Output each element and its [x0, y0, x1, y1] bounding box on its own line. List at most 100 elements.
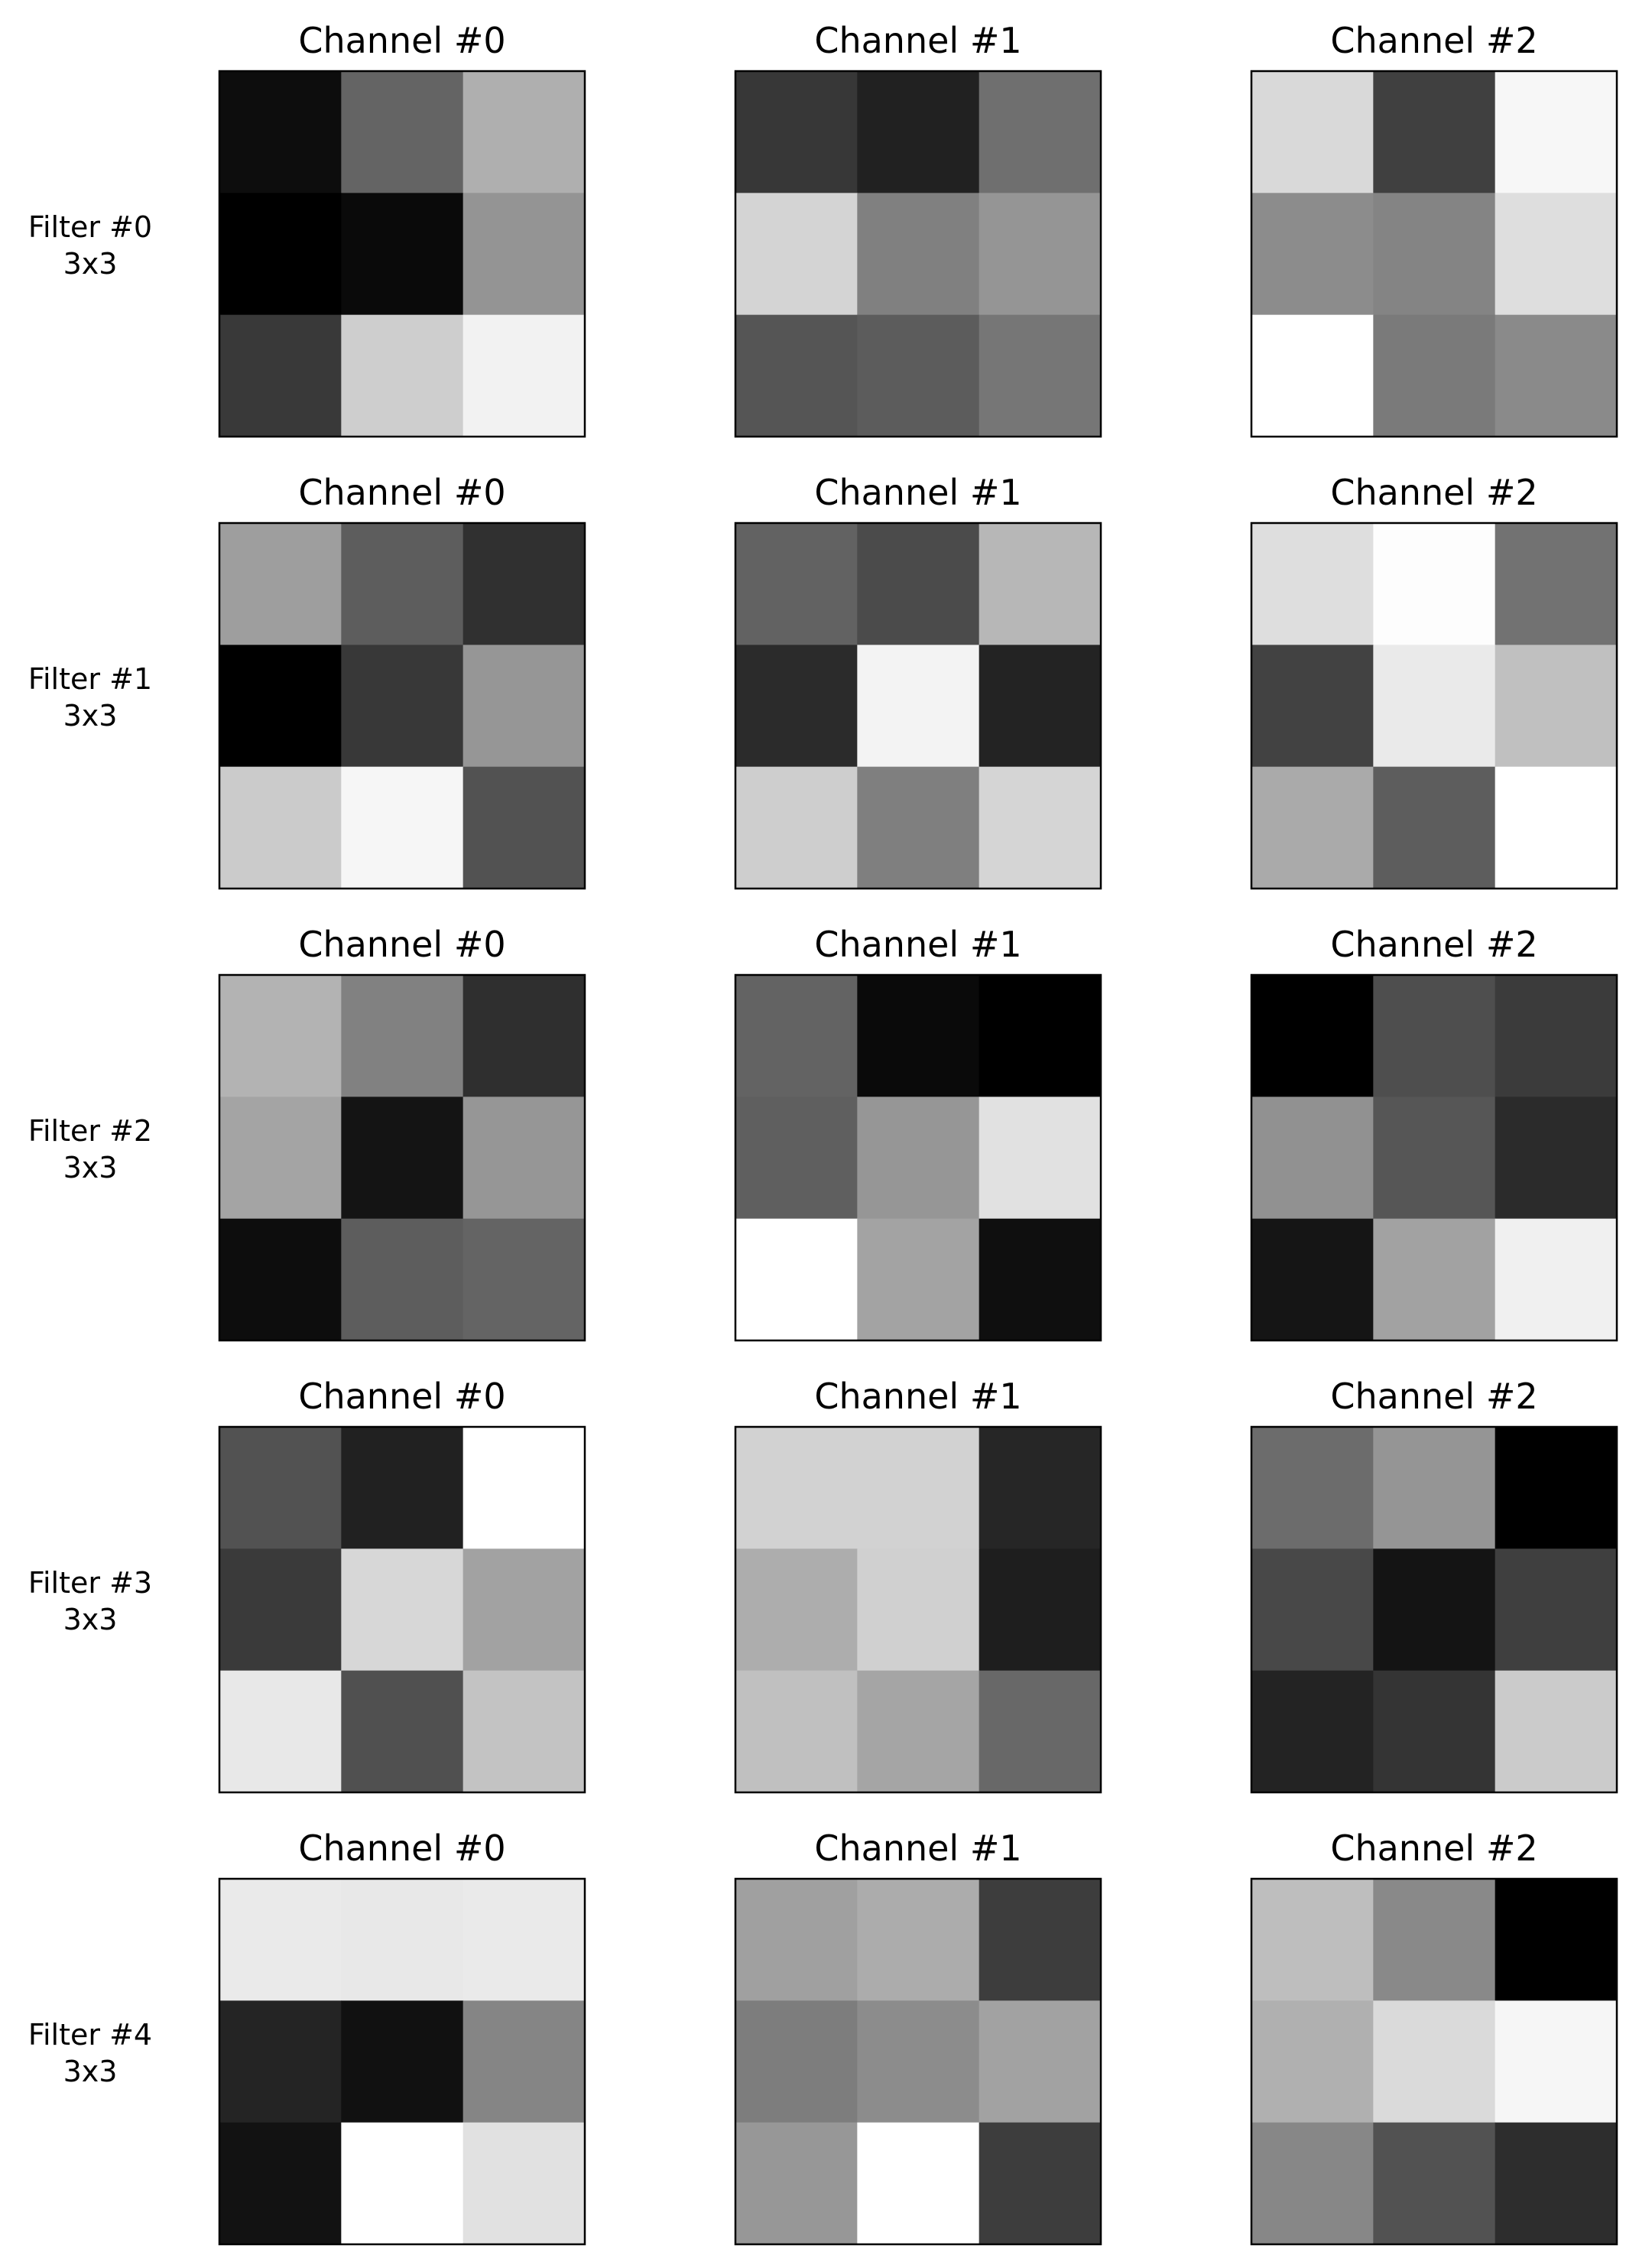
- heatmap-cell: [462, 523, 586, 645]
- heatmap-cell: [735, 975, 858, 1097]
- heatmap-cell: [735, 1670, 858, 1793]
- heatmap-cell: [1373, 766, 1496, 889]
- channel-title: Channel #1: [814, 1376, 1021, 1417]
- channel-title: Channel #2: [1330, 1376, 1537, 1417]
- heatmap-cell: [979, 1670, 1102, 1793]
- heatmap-cell: [979, 1427, 1102, 1549]
- heatmap-cell: [979, 1879, 1102, 2001]
- heatmap-cell: [979, 523, 1102, 645]
- heatmap-cell: [462, 2000, 586, 2123]
- heatmap-cell: [462, 2122, 586, 2245]
- heatmap-cell: [1495, 645, 1618, 768]
- panel-frame: [218, 1877, 586, 2246]
- heatmap-cell: [1373, 645, 1496, 768]
- heatmap-cell: [979, 975, 1102, 1097]
- heatmap-cell: [1495, 975, 1618, 1097]
- heatmap-cell: [1495, 1427, 1618, 1549]
- channel-title: Channel #2: [1330, 472, 1537, 513]
- heatmap-cell: [1495, 2000, 1618, 2123]
- heatmap-cell: [341, 1879, 464, 2001]
- heatmap-cell: [1251, 523, 1374, 645]
- heatmap-cell: [1373, 975, 1496, 1097]
- panel-frame: [1250, 70, 1618, 438]
- heatmap-cell: [1251, 314, 1374, 437]
- heatmap-cell: [462, 1427, 586, 1549]
- heatmap-cell: [979, 1548, 1102, 1672]
- heatmap-cell: [857, 2000, 980, 2123]
- heatmap-cell: [979, 314, 1102, 437]
- heatmap-cell: [1251, 71, 1374, 193]
- heatmap-cell: [1251, 645, 1374, 768]
- heatmap-cell: [341, 645, 464, 768]
- panel-frame: [734, 70, 1102, 438]
- heatmap-cell: [1373, 71, 1496, 193]
- heatmap-cell: [219, 1427, 342, 1549]
- heatmap-cell: [735, 1427, 858, 1549]
- heatmap-cell: [735, 2000, 858, 2123]
- filter-label: Filter #3: [28, 1566, 152, 1600]
- heatmap-cell: [219, 523, 342, 645]
- heatmap-cell: [462, 1548, 586, 1672]
- channel-title: Channel #2: [1330, 924, 1537, 965]
- heatmap-cell: [735, 1879, 858, 2001]
- filter-label: Filter #1: [28, 662, 152, 696]
- heatmap-cell: [219, 193, 342, 316]
- heatmap-cell: [1495, 314, 1618, 437]
- panel-frame: [734, 973, 1102, 1342]
- heatmap-cell: [735, 314, 858, 437]
- heatmap-cell: [219, 314, 342, 437]
- heatmap-cell: [735, 2122, 858, 2245]
- heatmap-cell: [462, 314, 586, 437]
- heatmap-cell: [219, 1097, 342, 1220]
- heatmap-cell: [219, 1548, 342, 1672]
- heatmap-cell: [979, 2122, 1102, 2245]
- heatmap-cell: [1495, 766, 1618, 889]
- filter-label: Filter #0: [28, 210, 152, 244]
- panel-frame: [218, 973, 586, 1342]
- heatmap-cell: [1373, 1879, 1496, 2001]
- heatmap-cell: [1495, 1670, 1618, 1793]
- heatmap-cell: [1373, 1097, 1496, 1220]
- heatmap-cell: [1251, 1218, 1374, 1341]
- heatmap-cell: [219, 1670, 342, 1793]
- filter-size-label: 3x3: [63, 2055, 118, 2088]
- heatmap-cell: [341, 314, 464, 437]
- channel-title: Channel #2: [1330, 1828, 1537, 1869]
- heatmap-cell: [341, 2000, 464, 2123]
- heatmap-cell: [857, 766, 980, 889]
- heatmap-cell: [1251, 766, 1374, 889]
- heatmap-cell: [1251, 1097, 1374, 1220]
- heatmap-cell: [857, 1548, 980, 1672]
- heatmap-cell: [735, 766, 858, 889]
- heatmap-cell: [341, 975, 464, 1097]
- heatmap-cell: [1251, 2122, 1374, 2245]
- heatmap-cell: [341, 193, 464, 316]
- heatmap-cell: [857, 975, 980, 1097]
- heatmap-cell: [341, 1097, 464, 1220]
- heatmap-cell: [735, 1548, 858, 1672]
- heatmap-cell: [979, 71, 1102, 193]
- heatmap-cell: [1373, 2122, 1496, 2245]
- heatmap-cell: [857, 1670, 980, 1793]
- heatmap-cell: [462, 1097, 586, 1220]
- heatmap-cell: [857, 523, 980, 645]
- filter-size-label: 3x3: [63, 247, 118, 281]
- heatmap-cell: [462, 193, 586, 316]
- heatmap-cell: [462, 766, 586, 889]
- panel-frame: [734, 522, 1102, 890]
- heatmap-cell: [857, 1879, 980, 2001]
- heatmap-cell: [341, 766, 464, 889]
- heatmap-cell: [1495, 1097, 1618, 1220]
- heatmap-cell: [857, 193, 980, 316]
- panel-frame: [1250, 1425, 1618, 1794]
- heatmap-cell: [462, 975, 586, 1097]
- panel-frame: [218, 70, 586, 438]
- heatmap-cell: [1495, 1879, 1618, 2001]
- heatmap-cell: [219, 1218, 342, 1341]
- heatmap-cell: [1251, 1670, 1374, 1793]
- filter-size-label: 3x3: [63, 699, 118, 733]
- heatmap-cell: [735, 523, 858, 645]
- heatmap-cell: [1495, 71, 1618, 193]
- channel-title: Channel #1: [814, 924, 1021, 965]
